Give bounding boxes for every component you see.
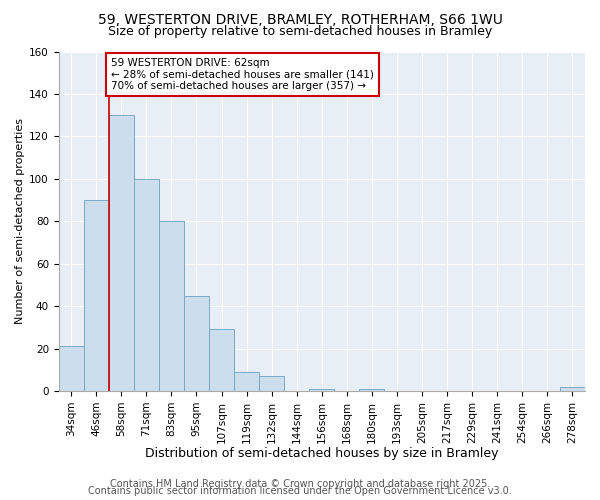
Bar [59,346,84,391]
Text: 59, WESTERTON DRIVE, BRAMLEY, ROTHERHAM, S66 1WU: 59, WESTERTON DRIVE, BRAMLEY, ROTHERHAM,… [98,12,502,26]
X-axis label: Distribution of semi-detached houses by size in Bramley: Distribution of semi-detached houses by … [145,447,499,460]
Bar [309,389,334,391]
Bar [84,200,109,391]
Bar [259,376,284,391]
Y-axis label: Number of semi-detached properties: Number of semi-detached properties [15,118,25,324]
Text: Size of property relative to semi-detached houses in Bramley: Size of property relative to semi-detach… [108,25,492,38]
Text: Contains HM Land Registry data © Crown copyright and database right 2025.: Contains HM Land Registry data © Crown c… [110,479,490,489]
Text: 59 WESTERTON DRIVE: 62sqm
← 28% of semi-detached houses are smaller (141)
70% of: 59 WESTERTON DRIVE: 62sqm ← 28% of semi-… [111,58,374,91]
Bar [159,221,184,391]
Bar [234,372,259,391]
Bar [209,330,234,391]
Bar [184,296,209,391]
Bar [560,386,585,391]
Bar [359,389,385,391]
Bar [134,179,159,391]
Text: Contains public sector information licensed under the Open Government Licence v3: Contains public sector information licen… [88,486,512,496]
Bar [109,115,134,391]
